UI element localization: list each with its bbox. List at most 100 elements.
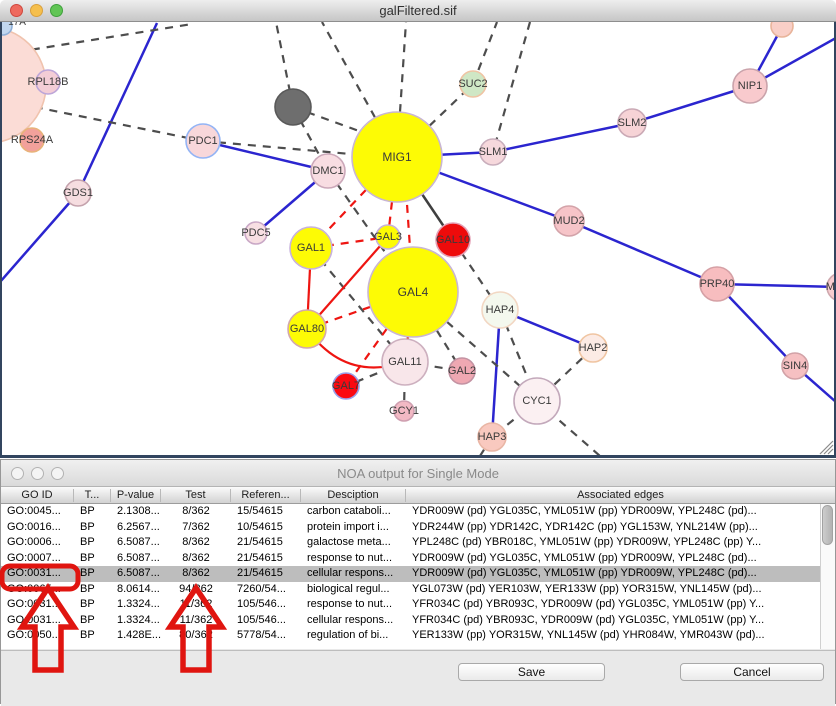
- graph-edge[interactable]: [490, 309, 502, 438]
- minimize-button[interactable]: [30, 4, 43, 17]
- table-row[interactable]: GO:0006... BP 6.5087... 8/362 21/54615 galact…: [1, 535, 820, 551]
- node-GAL4[interactable]: [367, 246, 459, 338]
- table-row[interactable]: GO:0007... BP 6.5087... 8/362 21/54615 respon…: [1, 550, 820, 566]
- table-cell: 10/54615: [237, 520, 283, 533]
- node-MUD2[interactable]: [553, 205, 585, 237]
- zoom-button[interactable]: [50, 4, 63, 17]
- node-DMC1[interactable]: [310, 153, 346, 189]
- table-cell: cellular respons...: [307, 567, 394, 579]
- node-topleft-partial[interactable]: [2, 22, 13, 36]
- table-cell: BP: [80, 520, 95, 533]
- vertical-scrollbar[interactable]: [820, 504, 835, 649]
- table-cell: cellular respons...: [307, 613, 394, 626]
- table-cell: BP: [80, 582, 95, 595]
- column-header-p-value[interactable]: P-value: [111, 488, 161, 502]
- close-button[interactable]: [11, 467, 24, 480]
- column-header-t[interactable]: T...: [74, 488, 111, 502]
- zoom-button[interactable]: [51, 467, 64, 480]
- resize-grip[interactable]: [819, 440, 834, 455]
- node-MSN5[interactable]: [826, 273, 834, 301]
- node-GDS1[interactable]: [64, 179, 92, 207]
- graph-edge[interactable]: [491, 22, 532, 153]
- table-row[interactable]: GO:0031... BP 6.5087... 8/362 21/54615 cellul…: [1, 566, 820, 582]
- table-cell: GO:0016...: [7, 520, 61, 533]
- table-row[interactable]: GO:0031... BP 1.3324... 11/362 105/546... res…: [1, 597, 820, 613]
- node-HAP4[interactable]: [481, 291, 519, 329]
- node-GAL10[interactable]: [435, 222, 471, 258]
- node-top-partial[interactable]: [770, 22, 794, 38]
- node-dark-node[interactable]: [274, 88, 312, 126]
- node-GAL1[interactable]: [289, 226, 333, 270]
- table-row[interactable]: GO:0016... BP 6.2567... 7/362 10/54615 protei…: [1, 519, 820, 535]
- node-HAP3[interactable]: [477, 422, 507, 452]
- node-RPS24A[interactable]: [19, 127, 45, 153]
- graph-edge[interactable]: [471, 22, 499, 85]
- node-SLM1[interactable]: [479, 138, 507, 166]
- node-NIP1[interactable]: [732, 68, 768, 104]
- table-row[interactable]: GO:0050... BP 1.428E... 80/362 5778/54... reg…: [1, 628, 820, 644]
- graph-edge[interactable]: [492, 121, 633, 154]
- node-SLM2[interactable]: [617, 108, 647, 138]
- node-GAL2[interactable]: [448, 357, 476, 385]
- node-GAL7[interactable]: [332, 372, 360, 400]
- graph-window-titlebar[interactable]: galFiltered.sif: [0, 0, 836, 22]
- graph-edge[interactable]: [321, 22, 398, 158]
- minimize-button[interactable]: [31, 467, 44, 480]
- noa-window-titlebar[interactable]: NOA output for Single Mode: [1, 460, 835, 487]
- table-area: GO:0045... BP 2.1308... 8/362 15/54615 carbon…: [1, 504, 835, 649]
- column-header-desciption[interactable]: Desciption: [301, 488, 406, 502]
- graph-edge[interactable]: [716, 282, 834, 289]
- node-RPL18B[interactable]: [35, 69, 61, 95]
- table-cell: 5778/54...: [237, 629, 286, 641]
- node-label-GDS1: GDS1: [63, 187, 93, 199]
- node-GAL80[interactable]: [287, 309, 327, 349]
- graph-edge[interactable]: [76, 22, 159, 194]
- graph-edge[interactable]: [386, 156, 399, 238]
- network-graph: RPL18B RPS24A GDS1 PDC1 DMC1 MIG1 SUC2 SLM1 SLM2…: [2, 22, 834, 455]
- table-row[interactable]: GO:0065... BP 8.0614... 94/362 7260/54... bio…: [1, 581, 820, 597]
- table-row[interactable]: GO:0045... BP 2.1308... 8/362 15/54615 carbon…: [1, 504, 820, 520]
- column-header-go-id[interactable]: GO ID: [1, 488, 74, 502]
- graph-edge[interactable]: [568, 219, 718, 286]
- graph-edge[interactable]: [2, 192, 79, 282]
- graph-edge[interactable]: [412, 291, 538, 402]
- network-canvas[interactable]: RPL18B RPS24A GDS1 PDC1 DMC1 MIG1 SUC2 SLM1 SLM2…: [0, 22, 836, 458]
- table-cell: 8.0614...: [117, 582, 160, 595]
- node-HAP2[interactable]: [578, 333, 608, 363]
- node-SUC2[interactable]: [459, 70, 487, 98]
- graph-edge[interactable]: [631, 84, 751, 125]
- traffic-lights: [10, 4, 70, 17]
- node-label-MUD2: MUD2: [553, 215, 584, 227]
- node-GCY1[interactable]: [393, 400, 415, 422]
- table-cell: 8/362: [182, 551, 210, 564]
- graph-edge[interactable]: [306, 236, 389, 330]
- graph-edge[interactable]: [310, 235, 389, 250]
- column-header-referen[interactable]: Referen...: [231, 488, 301, 502]
- graph-edge[interactable]: [310, 247, 406, 363]
- node-CYC1[interactable]: [513, 377, 561, 425]
- traffic-lights-inactive: [11, 467, 71, 480]
- node-PDC5[interactable]: [244, 221, 268, 245]
- table-row[interactable]: GO:0031... BP 1.3324... 11/362 105/546... cel…: [1, 612, 820, 628]
- cancel-button[interactable]: Cancel: [680, 663, 824, 681]
- node-SIN4[interactable]: [781, 352, 809, 380]
- table-cell: GO:0006...: [7, 536, 61, 548]
- node-PRP40[interactable]: [699, 266, 735, 302]
- save-button[interactable]: Save: [458, 663, 605, 681]
- graph-edge[interactable]: [16, 22, 193, 54]
- node-MIG1[interactable]: [351, 111, 443, 203]
- node-GAL3[interactable]: [375, 224, 401, 250]
- graph-edge[interactable]: [716, 283, 796, 367]
- node-PDC1[interactable]: [185, 123, 221, 159]
- table-cell: 105/546...: [237, 613, 286, 626]
- node-GAL11[interactable]: [381, 338, 429, 386]
- close-button[interactable]: [10, 4, 23, 17]
- graph-edge[interactable]: [202, 139, 329, 173]
- table-cell: 6.5087...: [117, 567, 160, 579]
- graph-edge[interactable]: [202, 139, 363, 157]
- graph-edge[interactable]: [345, 360, 406, 388]
- scrollbar-thumb[interactable]: [822, 505, 833, 545]
- column-header-associated-edges[interactable]: Associated edges: [577, 488, 664, 501]
- column-header-test[interactable]: Test: [161, 488, 231, 502]
- graph-edge[interactable]: [19, 102, 204, 143]
